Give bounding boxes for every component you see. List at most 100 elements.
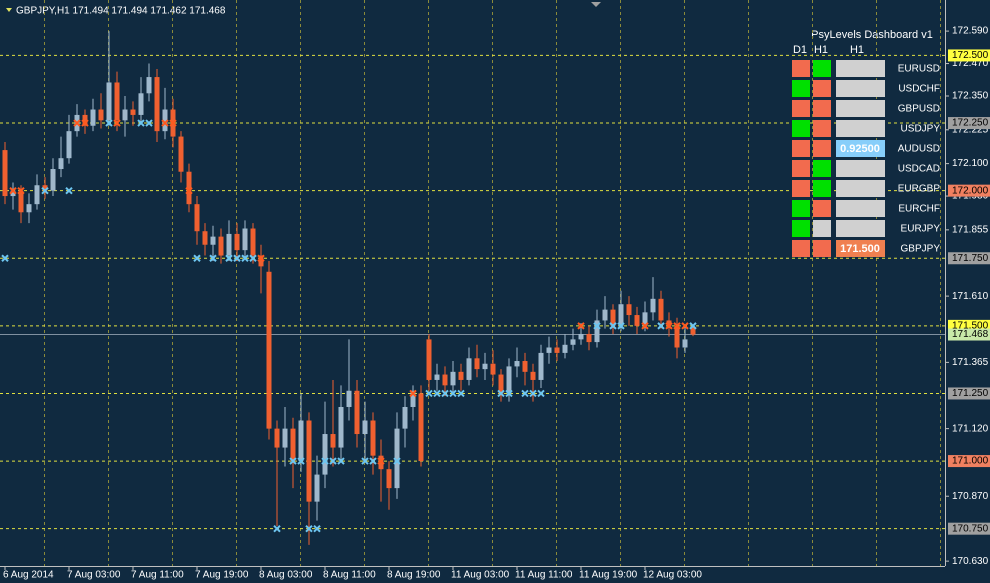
candle-body (410, 390, 416, 407)
candle-body (138, 93, 144, 115)
bid-label: 171.468 (952, 329, 989, 340)
cross-mark (65, 186, 73, 195)
candle-body (34, 185, 40, 205)
cross-mark (297, 457, 305, 465)
cross-mark (681, 322, 689, 330)
y-tick-label: 172.470 (952, 58, 989, 69)
candle-body (298, 420, 304, 462)
candle-body (330, 434, 336, 448)
level-box (836, 60, 885, 77)
x-tick-label: 7 Aug 19:00 (195, 570, 249, 581)
cross-mark (313, 524, 321, 533)
level-label: 171.000 (952, 456, 989, 467)
candle-body (346, 390, 352, 407)
candle-body (154, 77, 160, 132)
cross-mark (505, 389, 513, 398)
candle-body (362, 420, 368, 435)
level-box (836, 220, 885, 237)
candle-body (682, 339, 688, 348)
cross-mark (337, 457, 345, 465)
candle-body (578, 333, 584, 340)
y-tick-label: 170.630 (952, 556, 989, 567)
candle-body (634, 315, 640, 326)
x-tick-label: 11 Aug 11:00 (515, 570, 573, 581)
d1-signal (792, 60, 810, 77)
level-label-box (948, 252, 990, 265)
cross-mark (425, 389, 433, 398)
level-label: 170.750 (952, 523, 989, 534)
pair-name: GBPJPY (901, 244, 941, 255)
pair-name: EURUSD (898, 64, 940, 75)
h1-signal (813, 80, 831, 97)
h1-signal (813, 240, 831, 257)
d1-signal (792, 100, 810, 117)
cross-mark (377, 457, 385, 465)
candle-body (162, 109, 168, 132)
level-label-box (948, 387, 990, 400)
cross-mark (617, 322, 625, 330)
cross-mark (161, 119, 169, 127)
h1-signal (813, 180, 831, 197)
cross-mark (497, 389, 505, 398)
candle-body (42, 185, 48, 191)
candle-body (282, 428, 288, 448)
cross-mark (169, 119, 177, 127)
candle-body (530, 371, 536, 380)
candle-body (434, 374, 440, 380)
cross-mark (433, 389, 441, 398)
candle-body (474, 358, 480, 370)
candle-body (506, 366, 512, 394)
pair-name: USDJPY (901, 124, 941, 135)
candle-body (626, 304, 632, 316)
candle-body (482, 363, 488, 370)
cross-mark (361, 457, 369, 465)
candle-body (618, 304, 624, 326)
candle-body (98, 109, 104, 121)
candle-body (26, 204, 32, 213)
cross-mark (689, 322, 697, 330)
cross-mark (537, 389, 545, 398)
candle-body (386, 469, 392, 489)
level-label: 172.000 (952, 185, 989, 196)
candle-body (226, 233, 232, 256)
level-label: 172.250 (952, 118, 989, 129)
cross-mark (457, 389, 465, 398)
cross-mark (329, 457, 337, 465)
cross-mark (409, 389, 417, 398)
x-tick-label: 8 Aug 03:00 (259, 570, 313, 581)
y-tick-label: 171.855 (952, 225, 989, 236)
candle-body (178, 136, 184, 172)
candle-body (306, 420, 312, 502)
cross-mark (17, 186, 25, 195)
candle-body (314, 474, 320, 502)
x-tick-label: 8 Aug 11:00 (323, 570, 376, 581)
cross-mark (641, 322, 649, 330)
candle-body (2, 150, 8, 197)
level-value: 171.500 (840, 243, 880, 255)
candle-body (658, 298, 664, 321)
cross-mark (289, 457, 297, 465)
level-label-box (948, 117, 990, 130)
pair-name: EURJPY (901, 224, 941, 235)
y-tick-label: 172.100 (952, 158, 989, 169)
candle-body (338, 406, 344, 448)
pair-name: GBPUSD (898, 104, 940, 115)
cross-mark (41, 186, 49, 195)
dashboard-title: PsyLevels Dashboard v1 (811, 29, 933, 41)
d1-signal (792, 180, 810, 197)
candle-body (674, 325, 680, 348)
candle-body (58, 158, 64, 170)
pair-name: EURCHF (898, 204, 940, 215)
candle-body (210, 236, 216, 245)
cross-mark (369, 457, 377, 465)
cross-mark (321, 457, 329, 465)
candle-body (90, 109, 96, 126)
level-label: 171.500 (952, 321, 989, 332)
candle-body (514, 361, 520, 367)
candle-body (186, 171, 192, 205)
cross-mark (105, 119, 113, 127)
d1-signal (792, 80, 810, 97)
candle-body (82, 114, 88, 126)
dashboard-column-header: H1 (814, 44, 828, 56)
cross-mark (73, 119, 81, 127)
